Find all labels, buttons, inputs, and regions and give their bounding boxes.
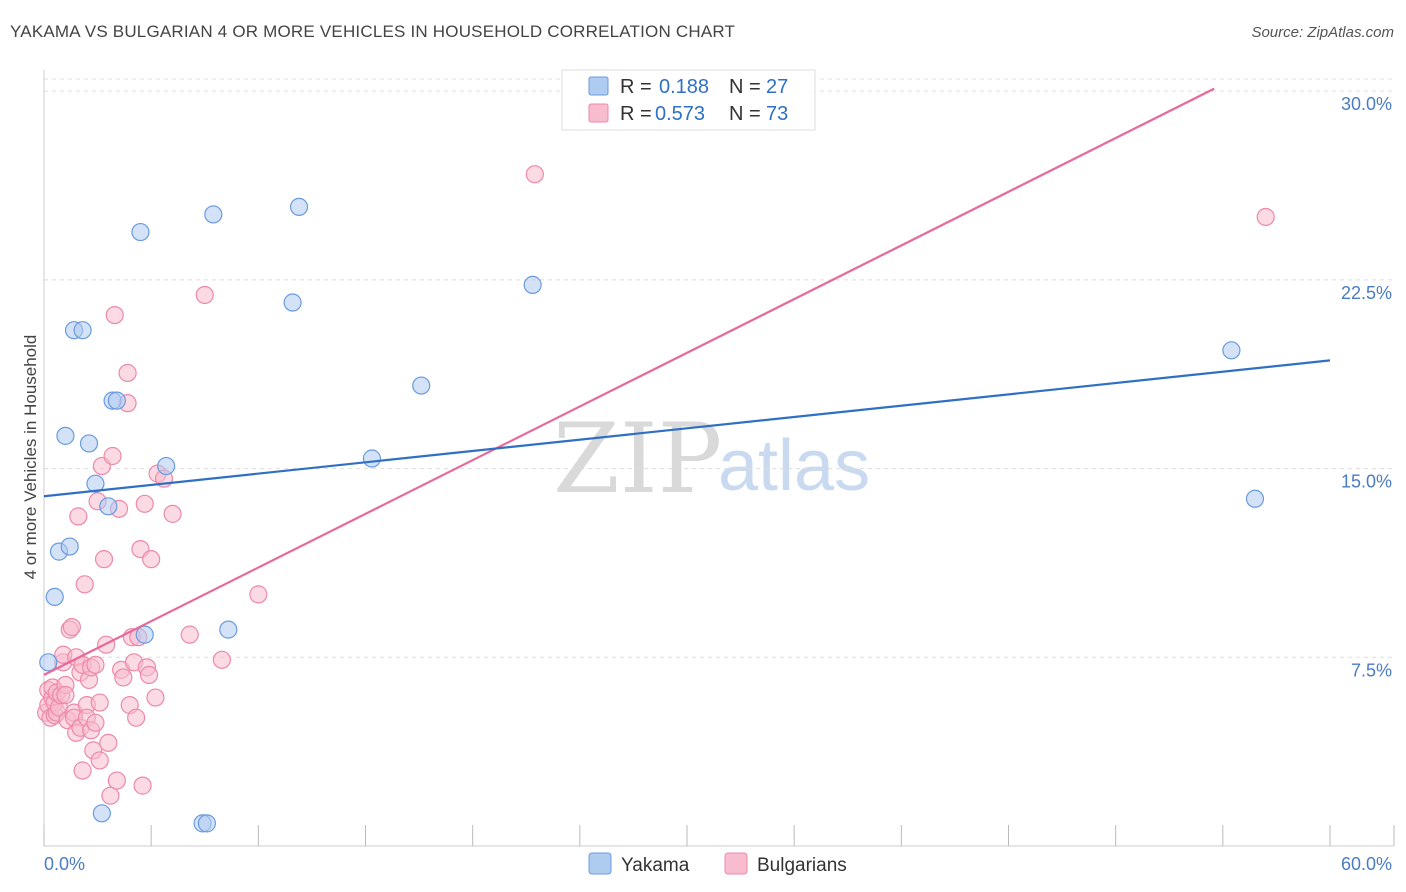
bulgarian-point [139, 665, 159, 685]
bulgarian-point [86, 713, 105, 732]
gridlines [44, 78, 1394, 658]
watermark: ZIP atlas [553, 403, 870, 515]
correlation-legend: R = 0.188 N = 27 R = 0.573 N = 73 [561, 69, 816, 131]
yakama-point [362, 449, 382, 468]
source-credit: Source: ZipAtlas.com [1251, 24, 1394, 41]
legend-r-label-yakama: R = [620, 76, 652, 98]
bulgarian-point [101, 786, 120, 805]
bulgarian-point [103, 446, 122, 466]
yakama-point [60, 537, 79, 556]
bulgarian-point [180, 625, 199, 644]
bulgarian-point [212, 650, 231, 669]
bulgarian-point [107, 771, 126, 790]
bottom-legend-swatch-yakama [588, 852, 612, 875]
bulgarian-point [90, 751, 109, 770]
bulgarian-point [62, 617, 81, 637]
y-tick-label: 22.5% [1341, 283, 1392, 303]
legend-n-value-bulgarian: 73 [766, 103, 788, 125]
y-tick-labels: 7.5% 15.0% 22.5% 30.0% [1341, 94, 1392, 680]
bulgarian-point [142, 550, 161, 569]
bulgarian-point [99, 733, 118, 752]
yakama-point [56, 426, 75, 445]
y-axis-label: 4 or more Vehicles in Household [21, 335, 40, 580]
x-ticks [43, 825, 1395, 846]
legend-r-value-bulgarian: 0.573 [655, 103, 705, 125]
yakama-point [92, 804, 111, 823]
bulgarian-point [133, 776, 152, 795]
yakama-point [289, 197, 309, 217]
yakama-point [73, 321, 92, 340]
bulgarian-point [94, 550, 114, 569]
bulgarian-point [249, 585, 268, 604]
legend-swatch-bulgarian [588, 103, 609, 123]
bulgarian-point [135, 494, 154, 513]
yakama-point [1222, 341, 1241, 360]
yakama-point [39, 653, 58, 672]
bulgarian-point [69, 507, 88, 526]
yakama-point [86, 474, 105, 493]
bulgarian-point [86, 655, 105, 674]
bulgarian-points [37, 165, 1275, 805]
yakama-point [204, 205, 223, 224]
trend-lines [43, 87, 1331, 676]
bulgarian-point [525, 165, 544, 184]
chart-title: YAKAMA VS BULGARIAN 4 OR MORE VEHICLES I… [10, 22, 736, 41]
bottom-legend-label-bulgarian: Bulgarians [757, 855, 847, 876]
y-tick-label: 15.0% [1341, 472, 1392, 492]
watermark-atlas-text: atlas [718, 426, 870, 506]
bottom-legend-label-yakama: Yakama [621, 855, 690, 876]
legend-n-label-yakama: N = [729, 76, 761, 98]
legend-r-label-bulgarian: R = [620, 103, 652, 125]
y-tick-label: 30.0% [1341, 94, 1392, 114]
yakama-point [45, 587, 64, 607]
bulgarian-point [114, 668, 133, 687]
bottom-legend-swatch-bulgarian [724, 852, 748, 875]
x-tick-label-min: 0.0% [44, 854, 85, 874]
watermark-zip-text: ZIP [553, 403, 722, 515]
yakama-trend-line [43, 359, 1331, 498]
yakama-point [219, 620, 238, 639]
yakama-point [131, 222, 150, 242]
bulgarian-point [56, 685, 75, 705]
yakama-point [135, 625, 154, 644]
x-tick-label-max: 60.0% [1341, 854, 1392, 874]
bulgarian-point [163, 504, 182, 523]
bulgarian-point [118, 363, 137, 383]
legend-r-value-yakama: 0.188 [659, 76, 709, 98]
yakama-point [523, 275, 542, 295]
yakama-point [1245, 489, 1265, 508]
yakama-point [157, 456, 176, 476]
bulgarian-point [1256, 207, 1275, 227]
legend-swatch-yakama [588, 76, 609, 96]
bulgarian-point [75, 575, 94, 594]
legend-n-label-bulgarian: N = [729, 103, 761, 125]
yakama-point [107, 391, 126, 410]
yakama-point [79, 434, 99, 453]
series-legend: Yakama Bulgarians [588, 852, 847, 876]
yakama-points [39, 197, 1265, 833]
y-tick-label: 7.5% [1351, 660, 1392, 680]
yakama-point [283, 293, 302, 312]
legend-n-value-yakama: 27 [766, 76, 788, 98]
bulgarian-point [90, 693, 109, 712]
yakama-point [99, 497, 118, 516]
bulgarian-point [195, 285, 214, 305]
bulgarian-point [105, 305, 124, 325]
yakama-point [197, 814, 216, 833]
yakama-point [412, 376, 431, 395]
bulgarian-point [146, 688, 165, 707]
bulgarian-point [127, 708, 146, 727]
bulgarian-point [73, 761, 92, 780]
bulgarian-trend-line [43, 87, 1215, 676]
